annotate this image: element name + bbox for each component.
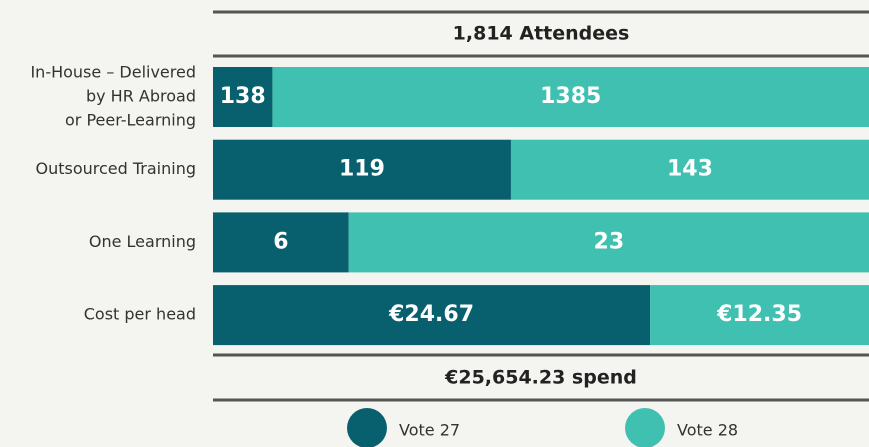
category-label: In-House – Delivered	[30, 63, 196, 82]
legend-swatch	[625, 408, 665, 447]
bar-segment	[213, 285, 651, 346]
value-label: €12.35	[716, 302, 802, 327]
header: 1,814 Attendees	[453, 23, 630, 45]
value-label: 6	[273, 229, 288, 254]
value-label: €24.67	[388, 302, 474, 327]
value-label: 119	[339, 157, 385, 182]
value-label: 23	[594, 229, 625, 254]
value-label: 138	[220, 84, 266, 109]
value-label: 143	[667, 157, 713, 182]
bar-segment	[213, 67, 273, 127]
bar-segment	[272, 67, 869, 127]
bar-segment	[348, 212, 869, 273]
category-label: One Learning	[89, 232, 196, 251]
footer: €25,654.23 spend	[444, 367, 637, 389]
legend-swatch	[347, 408, 387, 447]
legend-label: Vote 27	[399, 421, 460, 440]
category-label: Cost per head	[84, 305, 196, 324]
category-label: by HR Abroad	[86, 87, 196, 106]
category-label: Outsourced Training	[35, 159, 196, 178]
value-label: 1385	[540, 84, 601, 109]
bar-segment	[510, 139, 869, 200]
bar-segment	[213, 139, 511, 200]
category-label: or Peer-Learning	[65, 111, 196, 130]
bar-segment	[650, 285, 869, 346]
legend-label: Vote 28	[677, 421, 738, 440]
bar-segment	[213, 212, 349, 273]
